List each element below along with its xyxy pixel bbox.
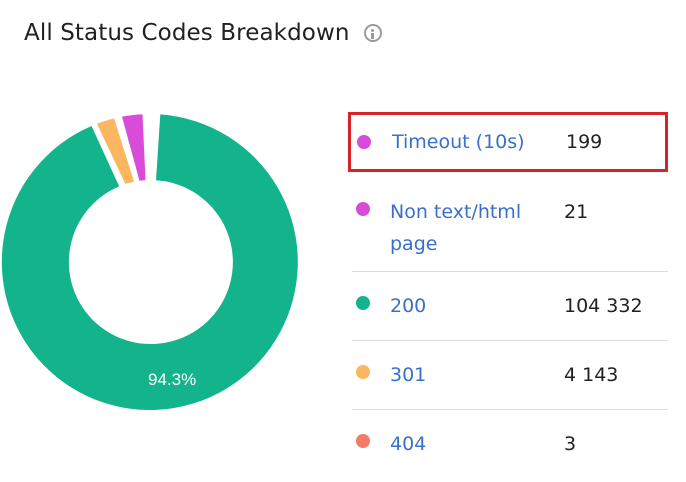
legend-value: 21 [564,201,589,223]
legend-label[interactable]: Timeout (10s) [392,131,525,153]
segment-301[interactable] [97,118,134,184]
legend-item-404[interactable]: 404 3 [352,410,668,479]
segment-timeout[interactable] [122,114,146,181]
donut-chart [1,114,298,411]
legend-value: 104 332 [564,295,643,317]
legend-item-301[interactable]: 301 4 143 [352,341,668,410]
dot-icon [356,296,370,310]
legend-label[interactable]: 404 [390,433,427,455]
legend-item-200[interactable]: 200 104 332 [352,272,668,341]
info-icon[interactable] [363,24,382,42]
legend-label[interactable]: Non text/html page [390,201,522,255]
segment-200[interactable] [1,114,298,411]
legend-label[interactable]: 301 [390,364,427,386]
donut-percentage-label: 94.3% [148,370,197,389]
dot-icon [356,365,370,379]
dot-icon [356,434,370,448]
legend-item-non-text-html[interactable]: Non text/html page 21 [352,178,668,272]
chart-title-text: All Status Codes Breakdown [24,20,350,46]
dot-icon [356,202,370,216]
chart-title: All Status Codes Breakdown [24,20,382,46]
legend-value: 3 [564,433,577,455]
legend-item-timeout[interactable]: Timeout (10s) 199 [348,112,668,172]
legend-value: 4 143 [564,364,619,386]
legend: Timeout (10s) 199 Non text/html page 21 … [348,112,668,479]
legend-label[interactable]: 200 [390,295,427,317]
dot-icon [357,135,371,149]
legend-value: 199 [566,131,603,153]
